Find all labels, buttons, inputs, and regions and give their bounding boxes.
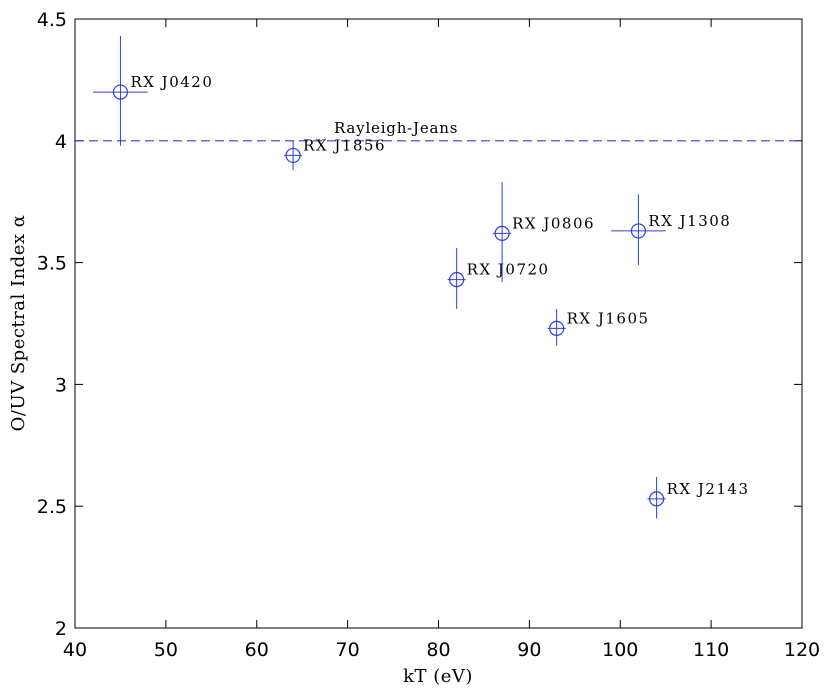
point-label: RX J1308 xyxy=(648,212,731,230)
point-label: RX J2143 xyxy=(667,480,750,498)
reference-line-group: Rayleigh-Jeans xyxy=(75,119,802,142)
data-point: RX J1856 xyxy=(284,136,386,171)
data-point: RX J1605 xyxy=(547,308,650,346)
axis-ticks xyxy=(74,18,803,629)
point-label: RX J1856 xyxy=(303,136,386,154)
x-tick-label: 120 xyxy=(784,639,820,661)
point-marker xyxy=(549,320,565,336)
x-tick-label: 50 xyxy=(154,639,178,661)
point-label: RX J0720 xyxy=(467,261,550,279)
x-tick-label: 70 xyxy=(336,639,360,661)
point-marker xyxy=(285,147,301,164)
data-points: RX J0420 RX J1856 RX J0720 RX J0806 RX J1308… xyxy=(93,36,750,519)
point-label: RX J0806 xyxy=(512,214,595,232)
reference-line-label: Rayleigh-Jeans xyxy=(334,119,458,137)
y-tick-label: 3 xyxy=(55,374,67,396)
y-tick-label: 4.5 xyxy=(37,9,67,31)
y-tick-label: 3.5 xyxy=(37,253,67,275)
x-tick-label: 90 xyxy=(517,639,541,661)
point-marker xyxy=(648,491,665,507)
y-tick-label: 2 xyxy=(55,618,67,640)
point-marker xyxy=(630,223,647,239)
x-tick-label: 40 xyxy=(63,639,87,661)
data-point: RX J0720 xyxy=(447,247,550,309)
x-tick-label: 80 xyxy=(426,639,450,661)
data-point: RX J0420 xyxy=(93,36,213,146)
x-tick-label: 110 xyxy=(693,639,729,661)
data-point: RX J2143 xyxy=(647,476,750,519)
y-tick-label: 2.5 xyxy=(37,496,67,518)
point-marker xyxy=(494,225,510,241)
point-marker xyxy=(112,84,129,100)
point-label: RX J0420 xyxy=(130,73,213,91)
x-tick-label: 100 xyxy=(602,639,638,661)
x-axis-label: kT (eV) xyxy=(403,666,473,687)
y-axis-label: O/UV Spectral Index α xyxy=(8,215,29,432)
y-tick-labels: 2 2.5 3 3.5 4 4.5 xyxy=(37,9,67,640)
point-label: RX J1605 xyxy=(567,309,650,327)
data-point: RX J0806 xyxy=(493,182,595,283)
data-point: RX J1308 xyxy=(611,194,731,266)
x-tick-label: 60 xyxy=(245,639,269,661)
plot-area xyxy=(74,18,803,629)
point-marker xyxy=(449,272,465,288)
y-tick-label: 4 xyxy=(55,131,67,153)
x-tick-labels: 40 50 60 70 80 90 100 110 120 xyxy=(63,639,820,661)
